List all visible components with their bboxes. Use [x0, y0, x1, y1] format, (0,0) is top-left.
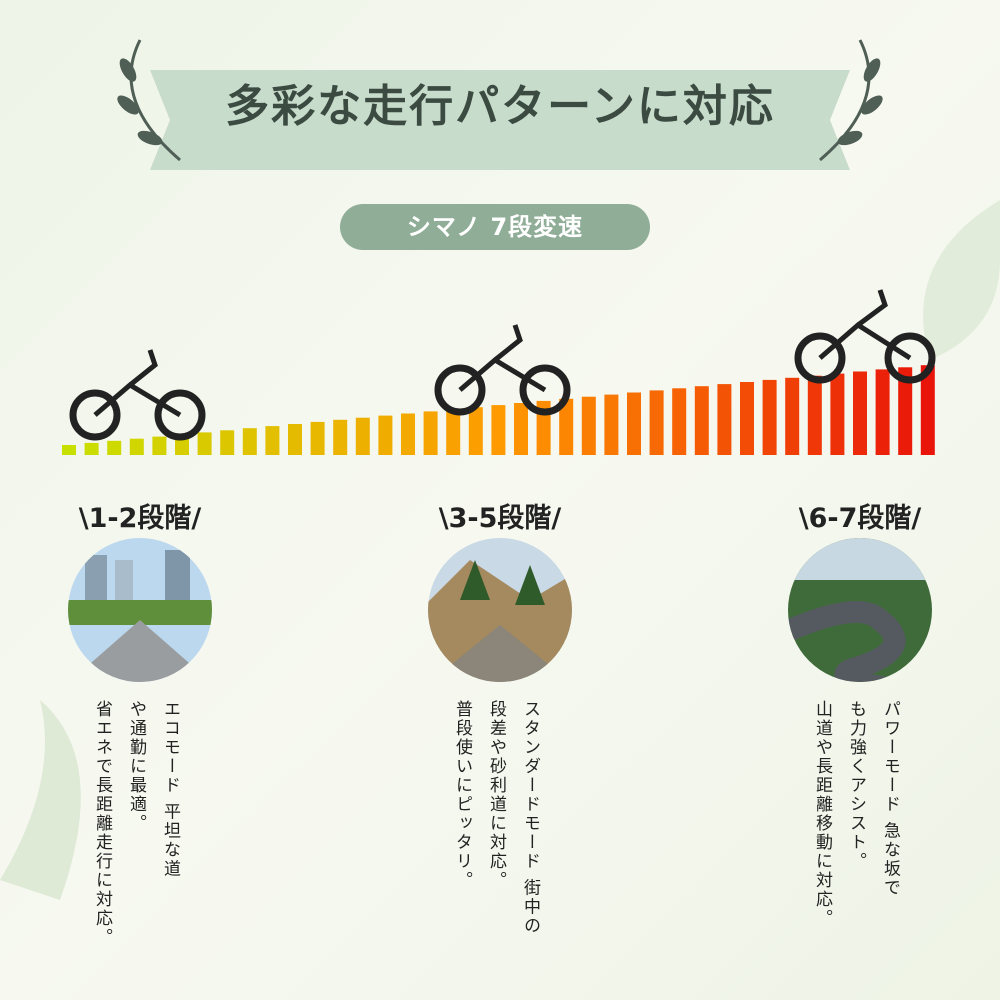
speed-bar: [152, 436, 167, 455]
banner: [150, 70, 850, 170]
gravel-photo: [428, 538, 572, 682]
speed-bar: [627, 392, 641, 455]
speed-bar: [514, 403, 528, 455]
description-line: 普段使いにピッタリ。: [452, 700, 472, 890]
speed-bar: [604, 394, 619, 455]
mountain-road-photo: [788, 538, 932, 682]
stage-label: \3-5段階/: [438, 503, 562, 534]
stage-description: パワーモード 急な坂で も力強くアシスト。 山道や長距離移動に対応。: [805, 700, 907, 928]
speed-bar: [875, 369, 890, 455]
description-line: スタンダードモード 街中の: [520, 700, 540, 936]
description-line: 山道や長距離移動に対応。: [812, 700, 832, 928]
badge: シマノ 7段変速: [340, 204, 650, 250]
stage-description: スタンダードモード 街中の 段差や砂利道に対応。 普段使いにピッタリ。: [445, 700, 547, 935]
description-line: 省エネで長距離走行に対応。: [92, 700, 112, 947]
speed-bar: [378, 415, 393, 455]
speed-bar: [740, 382, 754, 455]
speed-bar: [491, 405, 506, 455]
speed-bars: [62, 365, 935, 455]
speed-bar: [84, 442, 99, 455]
speed-bar: [920, 365, 935, 455]
speed-bar: [197, 432, 212, 455]
description-line: も力強くアシスト。: [846, 700, 866, 871]
speed-bar: [333, 419, 348, 455]
description-line: 段差や砂利道に対応。: [486, 700, 506, 890]
speed-bar: [762, 379, 777, 455]
stage-label: \1-2段階/: [78, 503, 202, 534]
speed-bar: [717, 384, 732, 455]
description-line: や通勤に最適。: [126, 700, 146, 833]
speed-bar: [672, 388, 687, 455]
speed-bar: [446, 409, 461, 455]
speed-bar: [288, 424, 302, 455]
speed-bar: [898, 367, 913, 455]
speed-bar: [785, 377, 800, 455]
speed-bar: [242, 428, 257, 455]
speed-bar: [694, 386, 709, 455]
description-line: パワーモード 急な坂で: [880, 700, 900, 898]
speed-bar: [265, 426, 280, 455]
speed-bar: [355, 417, 370, 455]
city-photo: [68, 538, 212, 682]
leaf: [0, 700, 81, 900]
speed-bar: [830, 373, 845, 455]
speed-bar: [129, 438, 144, 455]
speed-bar: [468, 407, 483, 455]
title: 多彩な走行パターンに対応: [225, 81, 775, 132]
bikes: [69, 289, 936, 441]
speed-bar: [220, 430, 235, 455]
speed-bar: [559, 398, 574, 455]
speed-bar: [107, 440, 122, 455]
speed-bar: [401, 413, 415, 455]
speed-bar: [62, 445, 76, 455]
stage-description: エコモード 平坦な道 や通勤に最適。 省エネで長距離走行に対応。: [85, 700, 187, 947]
description-line: エコモード 平坦な道: [160, 700, 180, 879]
leaf: [923, 200, 1000, 360]
laurel: [117, 39, 883, 162]
speed-bar: [310, 421, 325, 455]
stage-label: \6-7段階/: [798, 503, 922, 534]
speed-bar: [649, 390, 664, 455]
speed-bar: [423, 411, 438, 455]
speed-bar: [581, 396, 596, 455]
speed-bar: [807, 375, 822, 455]
speed-bar: [853, 371, 867, 455]
